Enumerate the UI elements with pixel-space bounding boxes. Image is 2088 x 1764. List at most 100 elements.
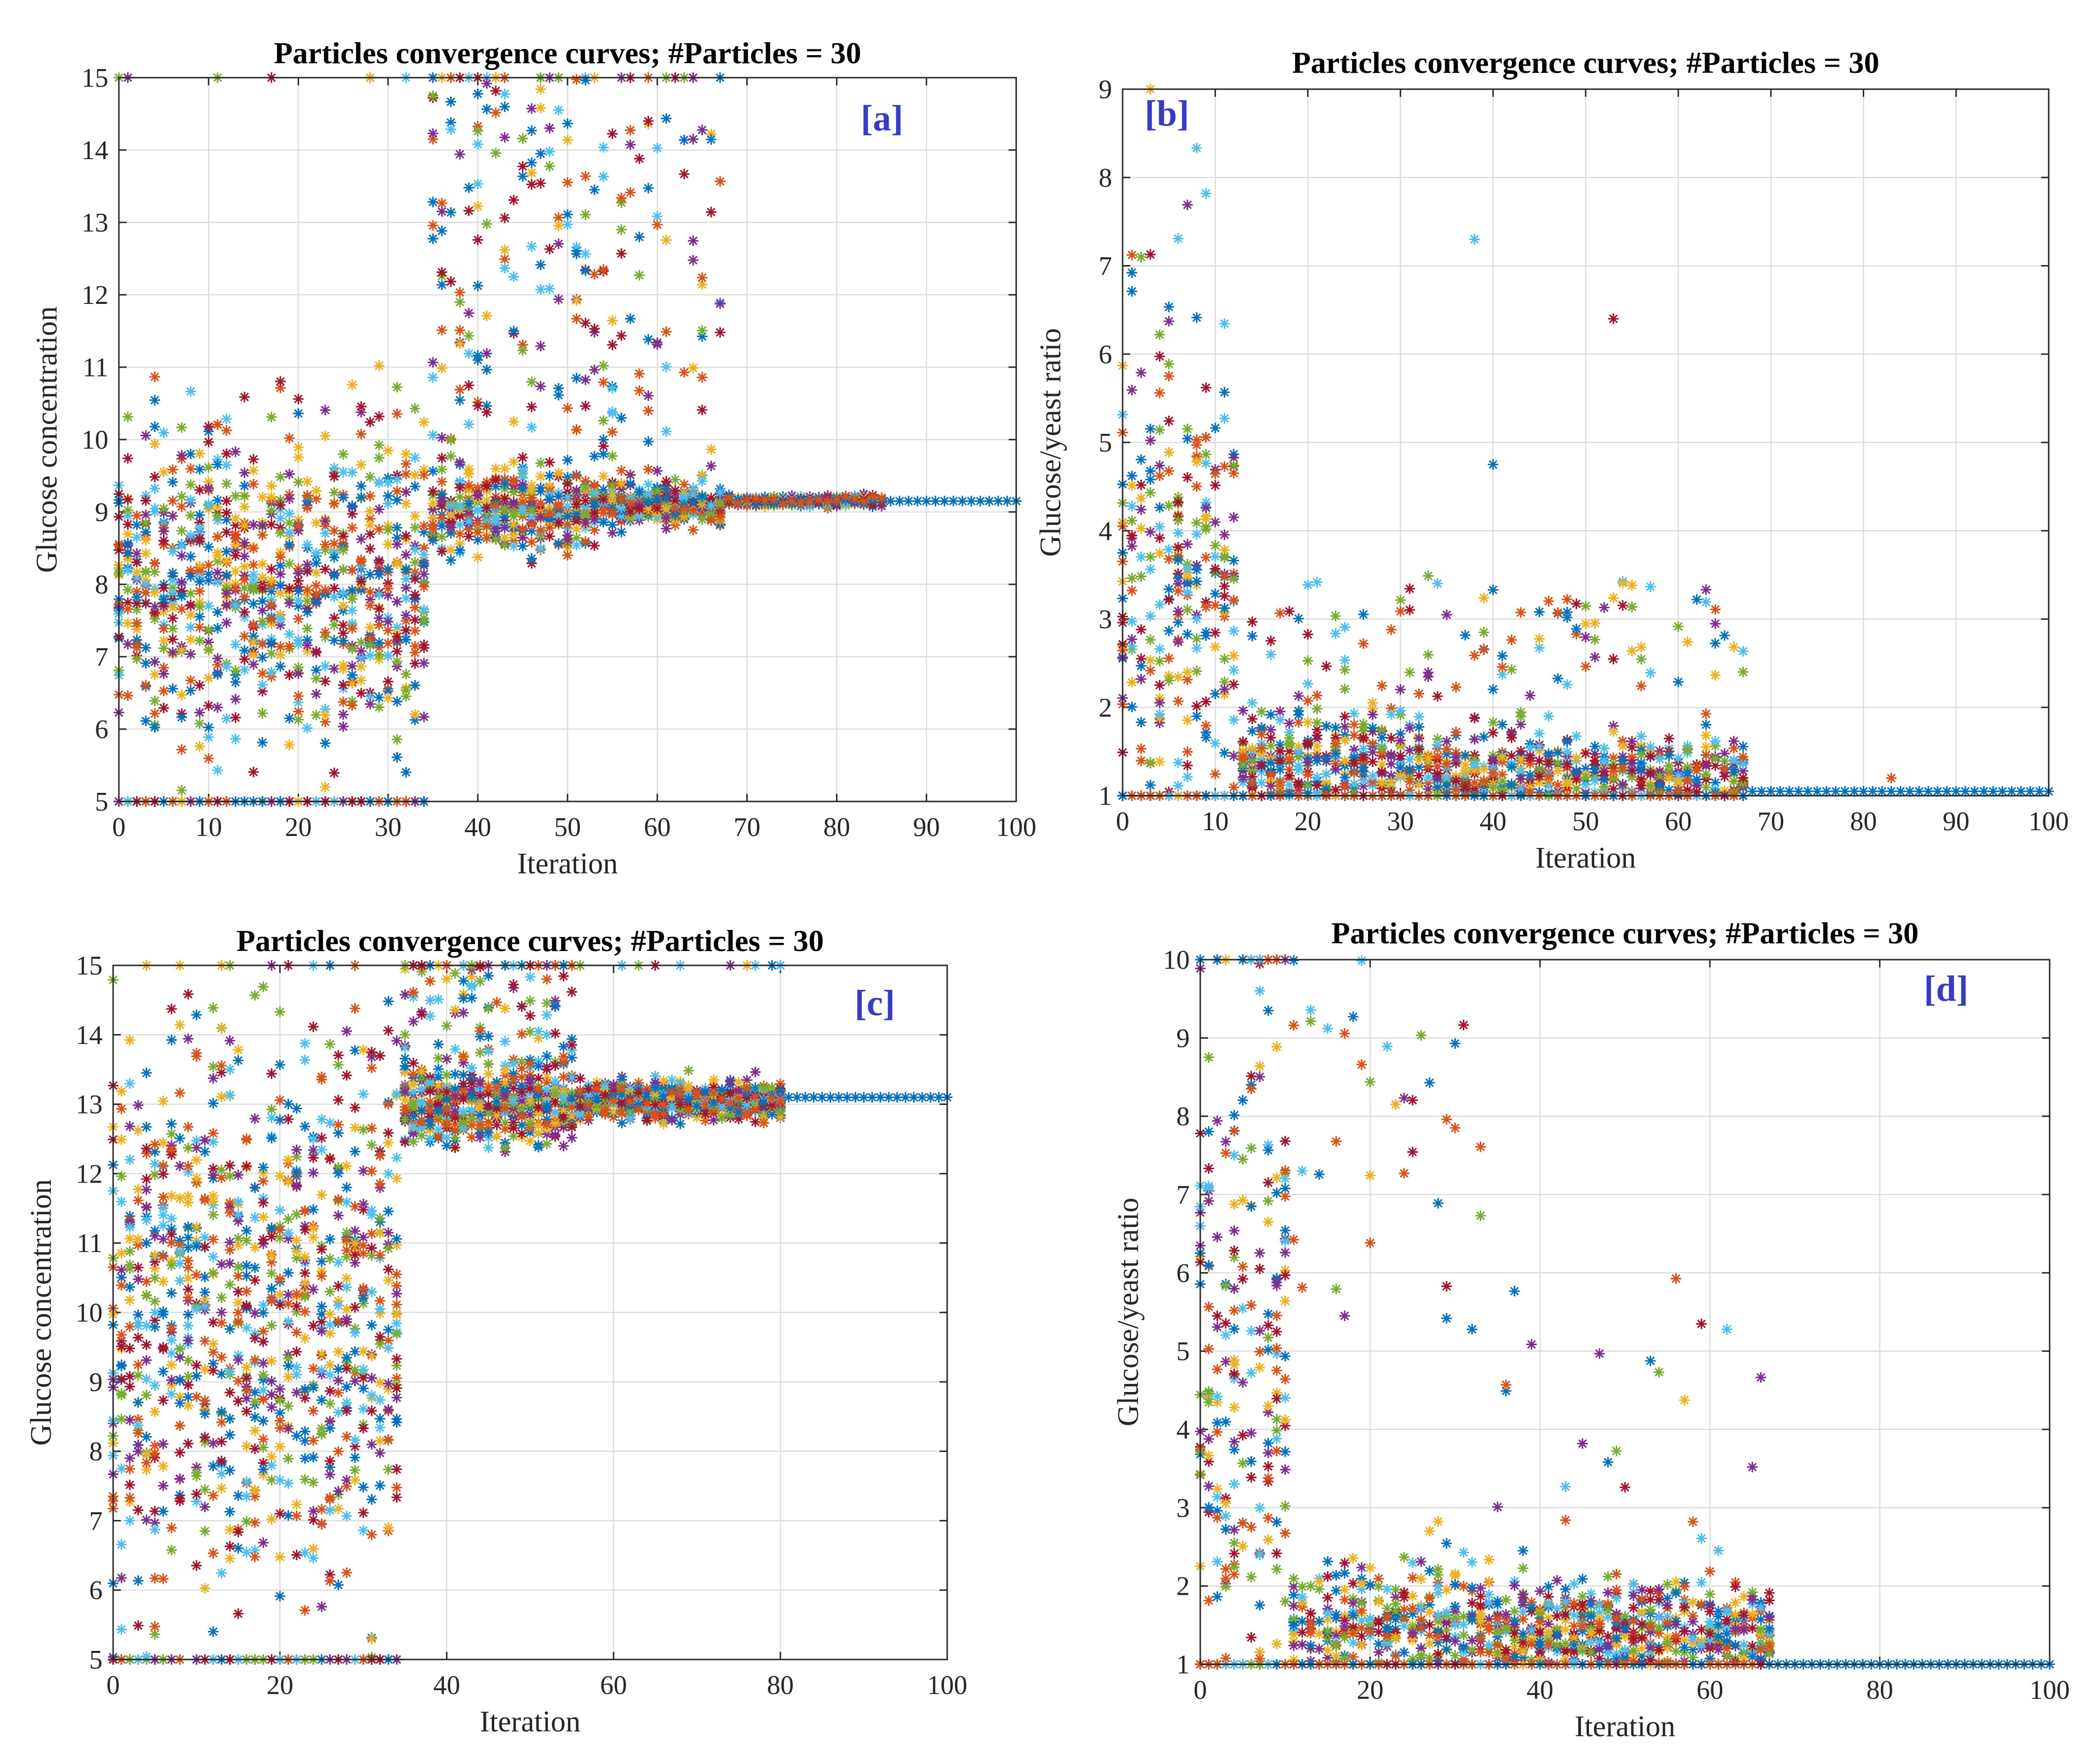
data-point: [302, 723, 313, 733]
data-point: [347, 500, 358, 511]
data-point: [150, 708, 160, 719]
data-point: [159, 594, 169, 604]
data-point: [329, 471, 339, 482]
data-point: [347, 644, 358, 654]
data-point: [347, 380, 358, 390]
data-point: [311, 589, 322, 599]
data-point: [176, 541, 187, 551]
data-point: [347, 623, 358, 634]
data-point: [230, 566, 241, 577]
data-point: [176, 591, 187, 601]
data-point: [275, 661, 286, 672]
data-point: [257, 616, 268, 627]
data-point: [284, 670, 295, 680]
data-point: [302, 623, 313, 634]
data-point: [176, 604, 187, 615]
data-point: [338, 467, 348, 477]
data-point: [212, 567, 223, 578]
data-point: [257, 652, 268, 663]
data-point: [320, 585, 331, 595]
data-point: [221, 478, 232, 489]
data-point: [140, 535, 151, 545]
x-tick-label: 100: [996, 812, 1036, 842]
data-point: [203, 542, 214, 552]
data-point: [239, 501, 250, 512]
data-point: [257, 737, 268, 748]
data-point: [320, 676, 331, 686]
data-point: [221, 713, 232, 724]
data-point: [167, 684, 178, 694]
data-point: [230, 600, 241, 610]
data-point: [284, 740, 295, 750]
data-point: [284, 494, 295, 504]
data-point: [239, 664, 250, 675]
data-point: [257, 520, 268, 531]
data-point: [230, 733, 241, 744]
y-tick-label: 11: [82, 353, 108, 383]
data-point: [329, 570, 339, 580]
x-tick-label: 50: [554, 812, 581, 842]
data-point: [239, 551, 250, 562]
data-point: [230, 694, 241, 705]
data-point: [338, 564, 348, 575]
x-tick-label: 70: [733, 812, 760, 842]
data-point: [203, 462, 214, 473]
data-point: [123, 618, 133, 628]
data-point: [186, 464, 196, 474]
x-tick-label: 10: [195, 812, 222, 842]
data-point: [284, 527, 295, 538]
data-point: [140, 430, 151, 441]
data-point: [329, 635, 339, 646]
data-point: [167, 603, 178, 613]
data-point: [212, 702, 223, 713]
data-point: [123, 529, 133, 539]
data-point: [131, 548, 142, 559]
data-point: [239, 481, 250, 491]
data-point: [230, 677, 241, 687]
data-point: [186, 649, 196, 660]
data-point: [194, 586, 205, 596]
data-point: [284, 629, 295, 639]
data-point: [293, 691, 303, 701]
data-point: [275, 641, 286, 652]
data-point: [302, 596, 313, 606]
y-tick-label: 15: [81, 63, 108, 93]
data-point: [248, 637, 259, 648]
data-point: [329, 498, 339, 509]
data-point: [284, 539, 295, 550]
data-point: [320, 738, 331, 748]
x-tick-label: 40: [464, 812, 491, 842]
data-point: [212, 653, 223, 664]
data-point: [338, 680, 348, 690]
data-point: [203, 645, 214, 655]
data-point: [230, 639, 241, 650]
data-point: [320, 627, 331, 638]
data-point: [302, 476, 313, 487]
data-point: [176, 712, 187, 722]
data-point: [194, 622, 205, 633]
data-point: [212, 532, 223, 542]
data-point: [239, 654, 250, 664]
data-point: [284, 509, 295, 519]
data-point: [194, 577, 205, 587]
data-point: [212, 419, 223, 430]
data-point: [275, 376, 286, 387]
data-point: [311, 646, 322, 657]
data-point: [320, 539, 331, 550]
data-point: [248, 599, 259, 609]
data-point: [176, 690, 187, 700]
data-point: [248, 619, 259, 630]
data-point: [194, 707, 205, 718]
data-point: [230, 712, 241, 723]
data-point: [293, 668, 303, 679]
data-point: [159, 583, 169, 593]
data-point: [248, 465, 259, 476]
data-point: [140, 658, 151, 669]
data-point: [239, 491, 250, 501]
data-point: [230, 534, 241, 544]
data-point: [167, 464, 178, 475]
data-point: [150, 395, 160, 406]
data-point: [284, 469, 295, 479]
data-point: [123, 584, 133, 595]
data-point: [203, 569, 214, 580]
